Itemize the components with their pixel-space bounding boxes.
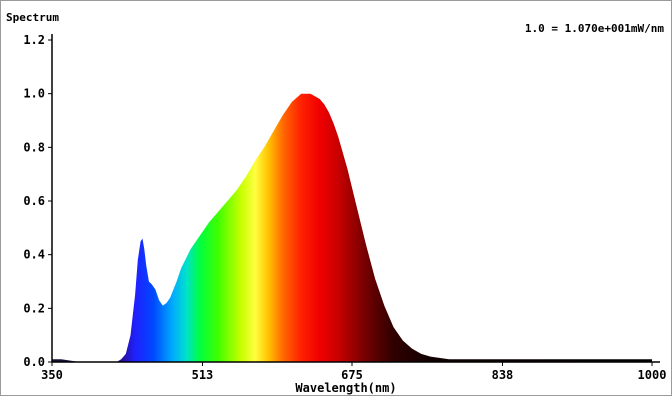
y-tick-label: 1.0 (23, 87, 45, 101)
y-tick-label: 0.2 (23, 301, 45, 315)
y-tick-label: 0.0 (23, 355, 45, 369)
chart-title: Spectrum (6, 11, 59, 24)
x-tick-label: 513 (192, 368, 214, 382)
y-axis-ticks: 0.0 0.2 0.4 0.6 0.8 1.0 1.2 (23, 33, 52, 369)
axes (51, 34, 660, 363)
y-tick-label: 0.8 (23, 140, 45, 154)
unit-annotation: 1.0 = 1.070e+001mW/nm (525, 22, 664, 35)
x-tick-label: 838 (492, 368, 514, 382)
x-axis-label: Wavelength(nm) (295, 381, 396, 395)
plot-area (52, 93, 652, 362)
y-tick-label: 0.6 (23, 194, 45, 208)
x-tick-label: 1000 (638, 368, 667, 382)
x-tick-label: 675 (341, 368, 363, 382)
y-tick-label: 1.2 (23, 33, 45, 47)
x-tick-label: 350 (41, 368, 63, 382)
x-axis-ticks: 350 513 675 838 1000 (41, 362, 666, 382)
y-tick-label: 0.4 (23, 248, 45, 262)
spectrum-area (52, 93, 652, 362)
